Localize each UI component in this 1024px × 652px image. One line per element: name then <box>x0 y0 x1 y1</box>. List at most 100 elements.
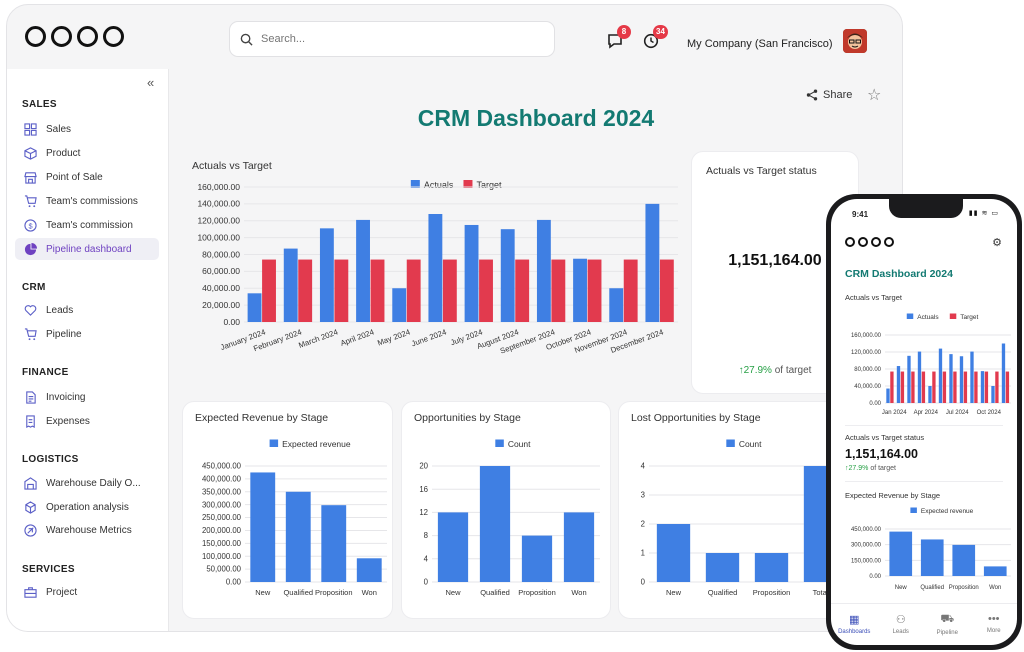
bar <box>980 371 985 403</box>
sidebar-item-label: Pipeline <box>46 328 82 340</box>
mobile-dashboard-title: CRM Dashboard 2024 <box>845 268 953 280</box>
clock-icon <box>643 33 659 49</box>
mobile-nav-more[interactable]: ••• More <box>971 604 1018 645</box>
y-tick-label: 150,000.00 <box>202 539 242 548</box>
chart-actuals-vs-target: Actuals Target 0.00 20,000.00 40,000.00 60,00… <box>197 180 678 356</box>
bar <box>963 371 968 403</box>
y-tick-label: 8 <box>424 531 428 540</box>
y-tick-label: 200,000.00 <box>202 526 242 535</box>
sidebar-item-warehouse-metrics[interactable]: Warehouse Metrics <box>15 519 159 541</box>
chart-title-opportunities: Opportunities by Stage <box>414 412 521 424</box>
section-title-finance: FINANCE <box>22 367 69 378</box>
sidebar-item-invoicing[interactable]: Invoicing <box>15 386 159 408</box>
x-tick-label: Oct 2024 <box>977 410 1002 416</box>
x-tick-label: May 2024 <box>376 327 412 347</box>
bar <box>645 203 660 322</box>
legend-label: Expected revenue <box>282 439 351 449</box>
sidebar-item-warehouse-daily[interactable]: Warehouse Daily O... <box>15 472 159 494</box>
bar <box>428 214 443 322</box>
sidebar-item-product[interactable]: Product <box>15 142 159 164</box>
bar <box>406 259 421 322</box>
card-expected-revenue: Expected Revenue by Stage Expected reven… <box>182 401 393 619</box>
search-icon <box>240 33 253 46</box>
y-tick-label: 350,000.00 <box>202 487 242 496</box>
desktop-app-window: 8 34 My Company (San Francisco) « SALES … <box>6 4 903 632</box>
bar <box>896 366 901 403</box>
sidebar-item-pipeline-dashboard[interactable]: Pipeline dashboard <box>15 238 159 260</box>
legend-label: Actuals <box>424 180 454 190</box>
x-tick-label: April 2024 <box>339 327 376 348</box>
bar <box>536 219 551 322</box>
bar <box>659 259 674 322</box>
bar <box>995 371 999 403</box>
activity-button[interactable]: 34 <box>643 25 668 51</box>
sidebar-item-label: Pipeline dashboard <box>46 243 132 255</box>
chat-button[interactable]: 8 <box>607 25 631 51</box>
y-tick-label: 80,000.00 <box>202 249 240 259</box>
legend-label: Count <box>739 439 762 449</box>
bar <box>1005 371 1010 403</box>
receipt-icon <box>26 414 35 428</box>
legend-swatch <box>910 507 917 513</box>
app-logo[interactable] <box>25 26 124 47</box>
bar <box>983 566 1007 576</box>
chat-badge: 8 <box>617 25 631 39</box>
sidebar-item-operation-analysis[interactable]: Operation analysis <box>15 496 159 518</box>
mobile-app-logo[interactable] <box>845 237 894 247</box>
cart-icon: ⛟ <box>940 613 955 625</box>
x-tick-label: Jul 2024 <box>946 410 969 416</box>
y-tick-label: 400,000.00 <box>202 474 242 483</box>
sidebar-item-expenses[interactable]: Expenses <box>15 410 159 432</box>
bar <box>563 512 595 582</box>
sidebar-item-label: Leads <box>46 304 74 316</box>
x-tick-label: New <box>895 585 908 591</box>
warehouse-icon <box>24 476 37 490</box>
section-title-sales: SALES <box>22 99 57 110</box>
company-switcher[interactable]: My Company (San Francisco) <box>687 38 833 50</box>
collapse-sidebar-button[interactable]: « <box>147 75 155 90</box>
divider <box>845 425 1003 426</box>
search-box[interactable] <box>229 21 555 57</box>
sidebar-item-sales[interactable]: Sales <box>15 118 159 140</box>
sidebar-item-leads[interactable]: Leads <box>15 299 159 321</box>
user-avatar[interactable] <box>843 29 867 53</box>
sidebar-item-label: Operation analysis <box>46 501 129 513</box>
phone-time: 9:41 <box>852 210 869 219</box>
sidebar-item-project[interactable]: Project <box>15 581 159 603</box>
bar <box>521 535 553 582</box>
y-tick-label: 0.00 <box>223 317 240 327</box>
bar <box>705 553 740 582</box>
mobile-nav-pipeline[interactable]: ⛟ Pipeline <box>924 604 971 645</box>
sidebar-item-teams-commissions[interactable]: Team's commissions <box>15 190 159 212</box>
favorite-star-icon[interactable]: ☆ <box>867 87 882 104</box>
person-icon: ⚇ <box>895 614 906 626</box>
divider <box>845 481 1003 482</box>
bar <box>886 388 890 403</box>
sidebar-item-point-of-sale[interactable]: Point of Sale <box>15 166 159 188</box>
y-tick-label: 50,000.00 <box>206 565 241 574</box>
mobile-status-pct-suffix: of target <box>870 465 896 472</box>
y-tick-label: 300,000.00 <box>851 543 882 549</box>
bar <box>298 259 313 322</box>
sidebar-item-pipeline[interactable]: Pipeline <box>15 323 159 345</box>
chart-title-actuals-vs-target: Actuals vs Target <box>192 160 272 172</box>
mobile-nav-leads[interactable]: ⚇ Leads <box>878 604 925 645</box>
x-tick-label: Qualified <box>283 588 313 597</box>
x-tick-label: Qualified <box>708 588 738 597</box>
sidebar-item-teams-commission[interactable]: $ Team's commission <box>15 214 159 236</box>
box-icon <box>24 146 37 160</box>
grid-icon <box>24 122 37 136</box>
y-tick-label: 450,000.00 <box>851 527 882 533</box>
filter-sliders-icon[interactable]: ⚙ <box>992 237 1002 249</box>
bar <box>970 351 974 403</box>
x-tick-label: Won <box>362 588 377 597</box>
activity-badge: 34 <box>653 25 668 39</box>
mobile-nav-dashboards[interactable]: ▦ Dashboards <box>831 604 878 645</box>
search-input[interactable] <box>261 33 521 45</box>
bar <box>392 288 407 322</box>
bar <box>984 371 989 403</box>
share-button[interactable]: Share <box>806 89 852 101</box>
chart-title-lost-opportunities: Lost Opportunities by Stage <box>631 412 761 424</box>
y-tick-label: 0.00 <box>226 578 242 587</box>
bar <box>551 259 566 322</box>
